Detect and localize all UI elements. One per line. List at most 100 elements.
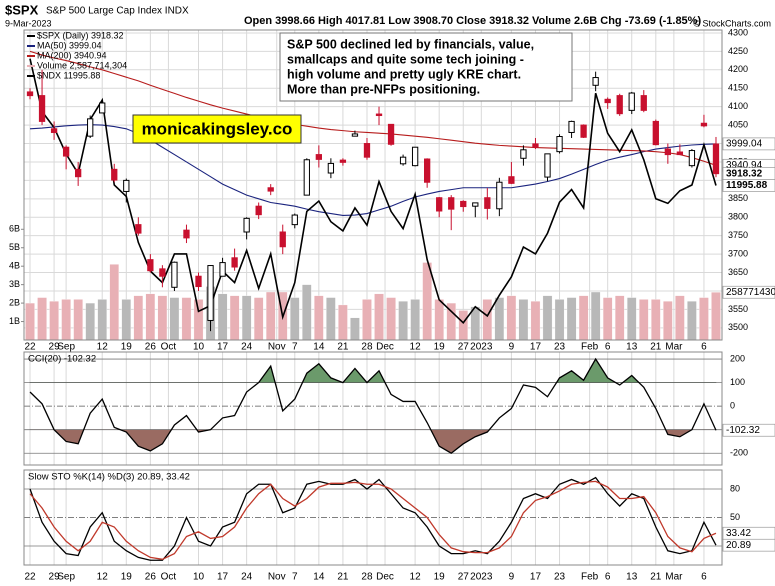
candle-body xyxy=(123,179,130,192)
candle-body xyxy=(520,149,527,159)
pane-frame xyxy=(23,469,723,566)
candle-body xyxy=(712,143,720,175)
candle-body xyxy=(339,159,347,163)
last-value-text: 3918.32 xyxy=(726,168,763,179)
candle-body xyxy=(351,133,359,137)
x-tick-label: 27 xyxy=(458,342,470,353)
x-tick-label: Dec xyxy=(376,572,394,583)
candle-body xyxy=(207,265,214,321)
last-value-label: 11995.88 xyxy=(722,179,775,192)
y-tick-label: 4100 xyxy=(728,101,748,111)
line-series xyxy=(29,480,717,560)
watermark-box xyxy=(132,114,302,144)
last-value-text: -102.32 xyxy=(726,425,760,436)
candle-body xyxy=(38,95,46,122)
volume-bar xyxy=(97,299,107,341)
candle-body xyxy=(219,262,226,277)
x-tick-label: 14 xyxy=(313,342,325,353)
last-value-label: 33.42 xyxy=(722,526,775,540)
x-tick-label: 10 xyxy=(193,342,205,353)
x-tick-label: Feb xyxy=(581,572,599,583)
candle-body xyxy=(652,120,659,146)
x-tick-label: 21 xyxy=(650,572,662,583)
y2-tick-label: 2B xyxy=(9,297,20,307)
volume-bar xyxy=(169,297,180,341)
x-tick-label: 28 xyxy=(361,572,373,583)
candle-body xyxy=(255,205,262,216)
annotation-line: S&P 500 declined led by financials, valu… xyxy=(287,37,534,51)
x-tick-label: Feb xyxy=(581,342,599,353)
legend-label: Volume 2,587,714,304 xyxy=(37,60,127,70)
x-tick-label: 23 xyxy=(554,572,566,583)
volume-bar xyxy=(302,284,312,341)
volume-bar xyxy=(374,293,384,341)
candle-body xyxy=(472,202,479,207)
y-tick-label: 4150 xyxy=(728,83,748,93)
last-value-text: 2587714304 xyxy=(726,287,775,298)
x-tick-label: 23 xyxy=(554,342,566,353)
volume-bar xyxy=(121,299,132,341)
volume-bar xyxy=(651,299,661,341)
volume-bar xyxy=(458,310,468,341)
volume-bar xyxy=(314,295,324,341)
candle-body xyxy=(267,187,274,192)
candle-body xyxy=(387,123,395,145)
volume-bar xyxy=(25,302,35,341)
legend-label: MA(200) 3940.94 xyxy=(37,50,107,60)
candle-body xyxy=(532,143,539,148)
candle-body xyxy=(99,102,106,114)
annotation-box xyxy=(279,32,573,102)
volume-bar xyxy=(614,295,625,341)
candle-body xyxy=(231,257,238,268)
volume-bar xyxy=(434,299,444,341)
volume-bar xyxy=(326,297,336,341)
line-series xyxy=(29,357,717,455)
last-value-label: 3999.04 xyxy=(722,137,775,151)
candle-body xyxy=(556,136,563,153)
candle-body xyxy=(544,153,551,178)
last-value-box xyxy=(722,179,775,192)
candle-body xyxy=(171,261,178,288)
candle-body xyxy=(628,92,635,111)
volume-bar xyxy=(410,299,420,341)
candle-body xyxy=(50,128,58,133)
last-value-label: -102.32 xyxy=(722,423,775,437)
candle-body xyxy=(363,143,371,158)
x-tick-label: 22 xyxy=(24,342,36,353)
volume-bar xyxy=(518,299,529,341)
candle-body xyxy=(508,176,515,184)
candle-body xyxy=(580,124,587,138)
x-tick-label: 10 xyxy=(193,572,205,583)
y-tick-label: 100 xyxy=(730,377,745,387)
x-tick-label: 17 xyxy=(530,342,542,353)
x-tick-label: 19 xyxy=(121,572,133,583)
watermark: monicakingsley.co xyxy=(142,119,293,138)
x-tick-label: 29 xyxy=(49,572,61,583)
candle-body xyxy=(303,159,310,196)
candle-body xyxy=(111,168,118,181)
volume-bar xyxy=(639,299,649,341)
x-tick-label: 21 xyxy=(337,572,349,583)
x-tick-label: 2023 xyxy=(470,342,493,353)
y2-tick-label: 3B xyxy=(9,279,20,289)
last-value-box xyxy=(722,423,775,437)
candle-body xyxy=(592,77,599,86)
y-tick-label: 200 xyxy=(730,353,745,363)
candle-body xyxy=(411,146,419,167)
date: 9-Mar-2023 xyxy=(5,18,52,28)
x-tick-label: 13 xyxy=(626,342,638,353)
volume-bar xyxy=(73,299,83,341)
x-tick-label: 29 xyxy=(49,342,61,353)
candle-body xyxy=(496,181,503,210)
x-tick-label: 26 xyxy=(145,572,157,583)
volume-bar xyxy=(566,297,577,341)
x-tick-label: 27 xyxy=(458,572,470,583)
x-tick-label: 13 xyxy=(626,572,638,583)
candle-body xyxy=(159,268,166,277)
pane-background xyxy=(24,352,722,465)
candle-body xyxy=(195,275,202,288)
x-tick-label: 24 xyxy=(241,572,253,583)
candle-body xyxy=(688,150,696,167)
volume-bar xyxy=(386,297,396,341)
